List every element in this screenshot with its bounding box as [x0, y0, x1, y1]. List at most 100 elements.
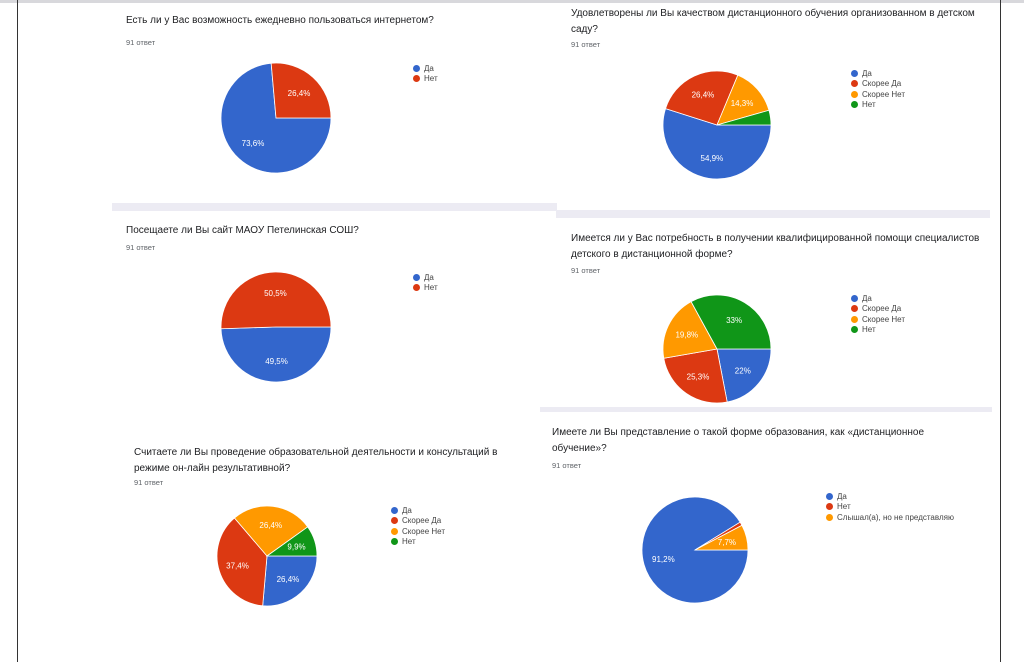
legend-dot-icon [851, 101, 858, 109]
response-count: 91 ответ [571, 266, 601, 275]
legend-item[interactable]: Скорее Нет [851, 89, 905, 100]
legend-dot-icon [413, 273, 420, 281]
slice-label: 7,7% [718, 538, 736, 547]
legend: Да Скорее Да Скорее Нет Нет [851, 293, 905, 335]
legend-item[interactable]: Нет [851, 100, 905, 111]
legend-label: Да [424, 63, 434, 73]
legend-label: Да [862, 293, 872, 303]
chart-title: Имеется ли у Вас потребность в получении… [571, 233, 980, 260]
pie-chart: 91,2% 7,7% [641, 496, 749, 604]
legend-item[interactable]: Скорее Нет [851, 314, 905, 325]
legend-item[interactable]: Нет [413, 283, 438, 294]
pie-slice[interactable] [220, 326, 332, 383]
legend-item[interactable]: Нет [413, 74, 438, 85]
legend-item[interactable]: Да [391, 505, 445, 516]
response-count: 91 ответ [571, 40, 601, 49]
chart-title: Есть ли у Вас возможность ежедневно поль… [126, 15, 434, 26]
legend-item[interactable]: Да [413, 63, 438, 74]
legend-dot-icon [391, 527, 398, 535]
pie-chart: 26,4% 37,4% 26,4% 9,9% [216, 505, 318, 607]
slice-label: 37,4% [226, 561, 249, 570]
legend-label: Скорее Нет [862, 314, 906, 324]
legend-dot-icon [826, 503, 833, 511]
top-strip [0, 0, 1024, 3]
legend-label: Да [862, 68, 872, 78]
legend-label: Скорее Да [402, 516, 442, 526]
legend-dot-icon [391, 517, 398, 525]
legend: Да Нет [413, 272, 438, 293]
response-count: 91 ответ [134, 478, 164, 487]
legend-item[interactable]: Нет [851, 325, 905, 336]
slice-label: 19,8% [675, 330, 698, 339]
legend-label: Да [424, 272, 434, 282]
pie-slice[interactable] [665, 70, 739, 126]
slice-label: 26,4% [259, 521, 282, 530]
pie-chart: 22% 25,3% 19,8% 33% [662, 294, 772, 404]
pie-chart: 49,5% 50,5% [220, 271, 332, 383]
slice-label: 26,4% [692, 91, 715, 100]
pie-slice[interactable] [216, 517, 268, 607]
slice-label: 25,3% [687, 373, 710, 382]
legend-label: Да [402, 505, 412, 515]
separator [112, 203, 557, 211]
legend: Да Скорее Да Скорее Нет Нет [391, 505, 445, 547]
legend-item[interactable]: Скорее Да [851, 79, 905, 90]
pie-slice[interactable] [663, 348, 728, 404]
slice-label: 49,5% [265, 357, 288, 366]
right-border [1000, 0, 1001, 662]
legend-label: Нет [424, 74, 438, 84]
response-count: 91 ответ [126, 243, 156, 252]
pie-slice[interactable] [716, 348, 772, 403]
chart-title: Удовлетворены ли Вы качеством дистанцион… [571, 8, 975, 35]
slice-label: 50,5% [264, 289, 287, 298]
legend-item[interactable]: Скорее Да [851, 304, 905, 315]
slice-label: 91,2% [652, 555, 675, 564]
pie-slice[interactable] [690, 294, 772, 350]
legend: Да Нет Слышал(а), но не представляю [826, 491, 954, 523]
slice-label: 9,9% [287, 543, 305, 552]
separator [540, 407, 992, 412]
legend: Да Нет [413, 63, 438, 84]
legend-dot-icon [851, 90, 858, 98]
legend-item[interactable]: Скорее Да [391, 516, 445, 527]
separator [556, 210, 990, 218]
legend-item[interactable]: Нет [391, 537, 445, 548]
chart-title: Считаете ли Вы проведение образовательно… [134, 447, 498, 474]
pie-slice[interactable] [716, 109, 772, 126]
legend-dot-icon [851, 315, 858, 323]
legend-dot-icon [826, 513, 833, 521]
pie-chart: 54,9% 26,4% 14,3% [662, 70, 772, 180]
legend-dot-icon [391, 538, 398, 546]
legend-item[interactable]: Да [851, 293, 905, 304]
legend-label: Скорее Да [862, 304, 902, 314]
pie-slice[interactable] [694, 524, 749, 551]
legend-label: Нет [862, 100, 876, 110]
pie-slice[interactable] [233, 505, 309, 557]
legend-dot-icon [851, 294, 858, 302]
legend-item[interactable]: Да [826, 491, 954, 502]
pie-slice[interactable] [265, 526, 318, 557]
legend-dot-icon [851, 69, 858, 77]
pie-slice[interactable] [262, 555, 318, 607]
legend-item[interactable]: Скорее Нет [391, 526, 445, 537]
legend-label: Скорее Нет [402, 526, 446, 536]
legend-dot-icon [851, 305, 858, 313]
pie-slice[interactable] [270, 62, 332, 119]
legend-dot-icon [851, 80, 858, 88]
legend-dot-icon [413, 75, 420, 83]
slice-label: 22% [735, 366, 751, 375]
legend-item[interactable]: Да [413, 272, 438, 283]
response-count: 91 ответ [126, 38, 156, 47]
slice-label: 14,3% [731, 99, 754, 108]
pie-slice[interactable] [662, 301, 718, 359]
legend-item[interactable]: Слышал(а), но не представляю [826, 512, 954, 523]
pie-slice[interactable] [220, 271, 332, 330]
legend-dot-icon [413, 284, 420, 292]
legend-item[interactable]: Нет [826, 502, 954, 513]
pie-slice[interactable] [662, 108, 772, 180]
slice-label: 54,9% [701, 154, 724, 163]
legend-label: Нет [424, 283, 438, 293]
legend-label: Скорее Да [862, 79, 902, 89]
legend-item[interactable]: Да [851, 68, 905, 79]
chart-title: Имеете ли Вы представление о такой форме… [552, 427, 925, 454]
